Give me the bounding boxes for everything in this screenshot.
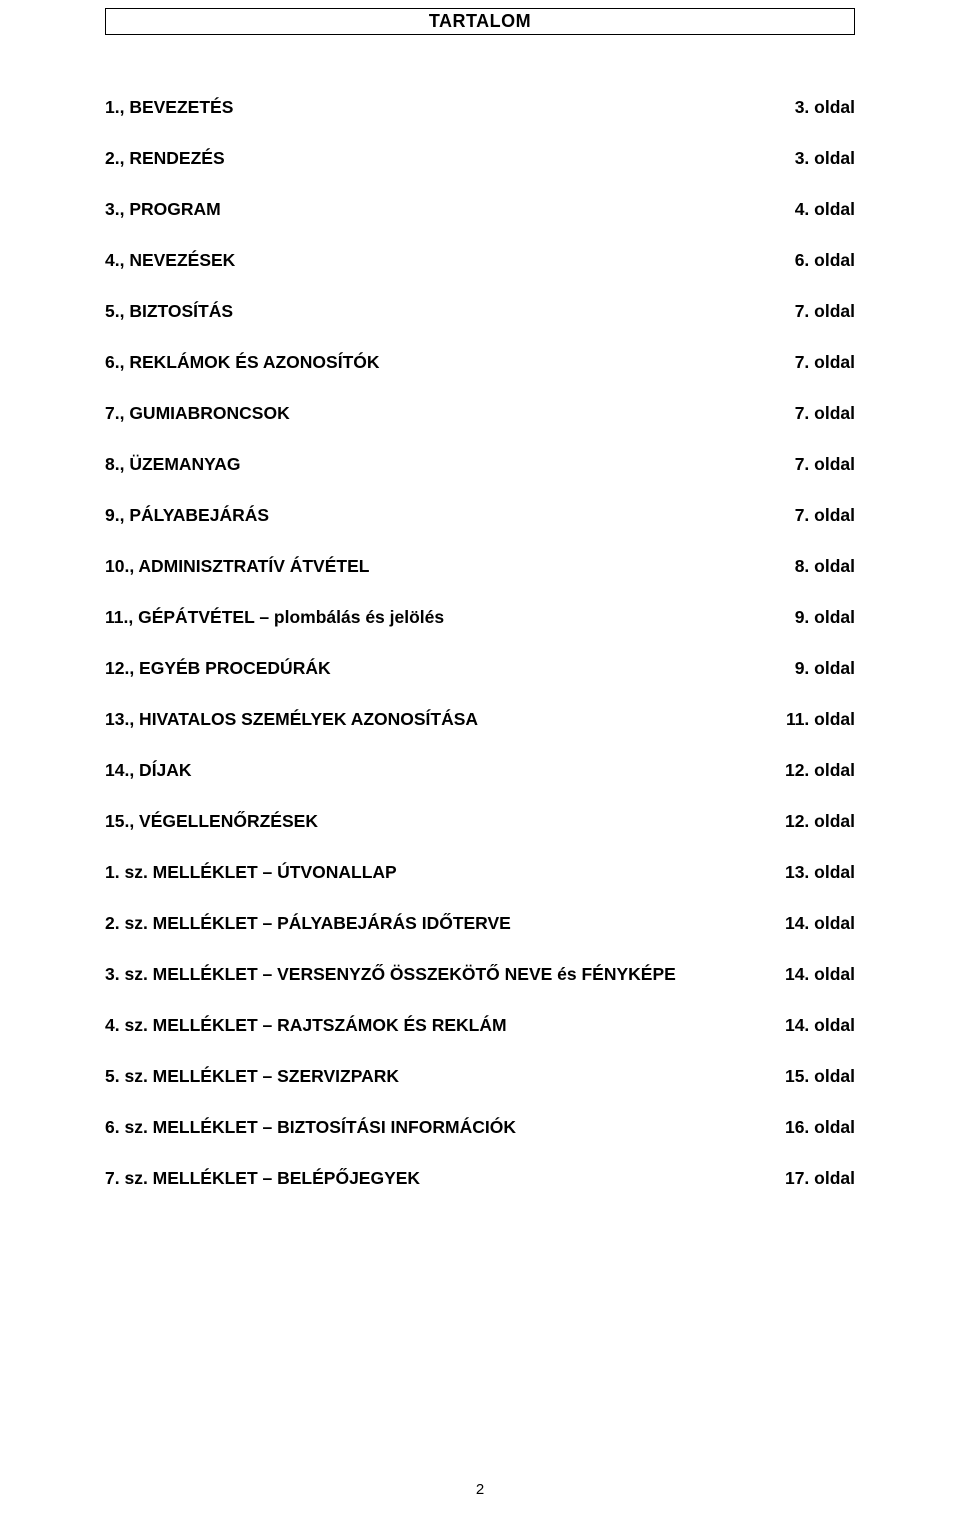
- toc-row: 2. sz. MELLÉKLET – PÁLYABEJÁRÁS IDŐTERVE…: [105, 913, 855, 934]
- toc-entry-label: 3. sz. MELLÉKLET – VERSENYZŐ ÖSSZEKÖTŐ N…: [105, 964, 676, 985]
- toc-entry-page: 7. oldal: [795, 454, 855, 475]
- toc-row: 11., GÉPÁTVÉTEL – plombálás és jelölés 9.…: [105, 607, 855, 628]
- toc-entry-page: 15. oldal: [785, 1066, 855, 1087]
- document-page: TARTALOM 1., BEVEZETÉS3. oldal2., RENDEZ…: [0, 8, 960, 1523]
- toc-entry-label: 14., DÍJAK: [105, 760, 192, 781]
- toc-row: 1. sz. MELLÉKLET – ÚTVONALLAP 13. oldal: [105, 862, 855, 883]
- toc-row: 7., GUMIABRONCSOK 7. oldal: [105, 403, 855, 424]
- toc-entry-page: 3. oldal: [795, 148, 855, 169]
- toc-entry-page: 12. oldal: [785, 760, 855, 781]
- toc-row: 13., HIVATALOS SZEMÉLYEK AZONOSÍTÁSA 11. …: [105, 709, 855, 730]
- page-title: TARTALOM: [106, 11, 854, 32]
- toc-entry-label: 1., BEVEZETÉS: [105, 97, 233, 118]
- toc-entry-label: 6. sz. MELLÉKLET – BIZTOSÍTÁSI INFORMÁCI…: [105, 1117, 516, 1138]
- table-of-contents: 1., BEVEZETÉS 3. oldal 2., RENDEZÉS 3. olda…: [105, 97, 855, 1189]
- toc-entry-label: 10., ADMINISZTRATÍV ÁTVÉTEL: [105, 556, 369, 577]
- toc-entry-page: 14. oldal: [785, 913, 855, 934]
- page-number: 2: [0, 1481, 960, 1498]
- toc-entry-page: 7. oldal: [795, 352, 855, 373]
- toc-entry-label: 2., RENDEZÉS: [105, 148, 225, 169]
- toc-entry-page: 9. oldal: [795, 607, 855, 628]
- toc-entry-page: 11. oldal: [786, 709, 855, 730]
- toc-row: 5. sz. MELLÉKLET – SZERVIZPARK 15. oldal: [105, 1066, 855, 1087]
- toc-entry-label: 9., PÁLYABEJÁRÁS: [105, 505, 269, 526]
- toc-row: 6., REKLÁMOK ÉS AZONOSÍTÓK 7. oldal: [105, 352, 855, 373]
- toc-entry-page: 9. oldal: [795, 658, 855, 679]
- toc-entry-label: 1. sz. MELLÉKLET – ÚTVONALLAP: [105, 862, 397, 883]
- toc-entry-label: 5. sz. MELLÉKLET – SZERVIZPARK: [105, 1066, 399, 1087]
- toc-entry-page: 8. oldal: [795, 556, 855, 577]
- toc-row: 4., NEVEZÉSEK 6. oldal: [105, 250, 855, 271]
- toc-entry-label: 3., PROGRAM: [105, 199, 221, 220]
- toc-entry-page: 3. oldal: [795, 97, 855, 118]
- toc-entry-page: 7. oldal: [795, 403, 855, 424]
- toc-entry-label: 4., NEVEZÉSEK: [105, 250, 235, 271]
- toc-row: 1., BEVEZETÉS 3. oldal: [105, 97, 855, 118]
- toc-row: 10., ADMINISZTRATÍV ÁTVÉTEL 8. oldal: [105, 556, 855, 577]
- toc-entry-page: 7. oldal: [795, 505, 855, 526]
- toc-entry-label: 11., GÉPÁTVÉTEL – plombálás és jelölés: [105, 607, 444, 628]
- toc-row: 8., ÜZEMANYAG 7. oldal: [105, 454, 855, 475]
- toc-entry-page: 13. oldal: [785, 862, 855, 883]
- toc-entry-page: 12. oldal: [785, 811, 855, 832]
- toc-row: 15., VÉGELLENŐRZÉSEK 12. oldal: [105, 811, 855, 832]
- toc-row: 2., RENDEZÉS 3. oldal: [105, 148, 855, 169]
- toc-entry-label: 4. sz. MELLÉKLET – RAJTSZÁMOK ÉS REKLÁM: [105, 1015, 507, 1036]
- toc-entry-label: 2. sz. MELLÉKLET – PÁLYABEJÁRÁS IDŐTERVE: [105, 913, 511, 934]
- toc-entry-label: 5., BIZTOSÍTÁS: [105, 301, 233, 322]
- toc-entry-page: 6. oldal: [795, 250, 855, 271]
- toc-entry-label: 7., GUMIABRONCSOK: [105, 403, 290, 424]
- title-box: TARTALOM: [105, 8, 855, 35]
- toc-row: 5., BIZTOSÍTÁS 7. oldal: [105, 301, 855, 322]
- toc-row: 9., PÁLYABEJÁRÁS 7. oldal: [105, 505, 855, 526]
- toc-entry-label: 8., ÜZEMANYAG: [105, 454, 241, 475]
- toc-row: 7. sz. MELLÉKLET – BELÉPŐJEGYEK 17. oldal: [105, 1168, 855, 1189]
- toc-entry-label: 6., REKLÁMOK ÉS AZONOSÍTÓK: [105, 352, 380, 373]
- toc-entry-page: 14. oldal: [785, 1015, 855, 1036]
- toc-entry-page: 14. oldal: [785, 964, 855, 985]
- toc-entry-label: 13., HIVATALOS SZEMÉLYEK AZONOSÍTÁSA: [105, 709, 478, 730]
- toc-entry-page: 7. oldal: [795, 301, 855, 322]
- toc-entry-label: 12., EGYÉB PROCEDÚRÁK: [105, 658, 331, 679]
- toc-entry-label: 15., VÉGELLENŐRZÉSEK: [105, 811, 318, 832]
- toc-entry-label: 7. sz. MELLÉKLET – BELÉPŐJEGYEK: [105, 1168, 420, 1189]
- toc-entry-page: 17. oldal: [785, 1168, 855, 1189]
- toc-entry-page: 4. oldal: [795, 199, 855, 220]
- toc-row: 3. sz. MELLÉKLET – VERSENYZŐ ÖSSZEKÖTŐ N…: [105, 964, 855, 985]
- toc-row: 14., DÍJAK 12. oldal: [105, 760, 855, 781]
- toc-row: 4. sz. MELLÉKLET – RAJTSZÁMOK ÉS REKLÁM 1…: [105, 1015, 855, 1036]
- toc-entry-page: 16. oldal: [785, 1117, 855, 1138]
- toc-row: 3., PROGRAM 4. oldal: [105, 199, 855, 220]
- toc-row: 12., EGYÉB PROCEDÚRÁK 9. oldal: [105, 658, 855, 679]
- toc-row: 6. sz. MELLÉKLET – BIZTOSÍTÁSI INFORMÁCI…: [105, 1117, 855, 1138]
